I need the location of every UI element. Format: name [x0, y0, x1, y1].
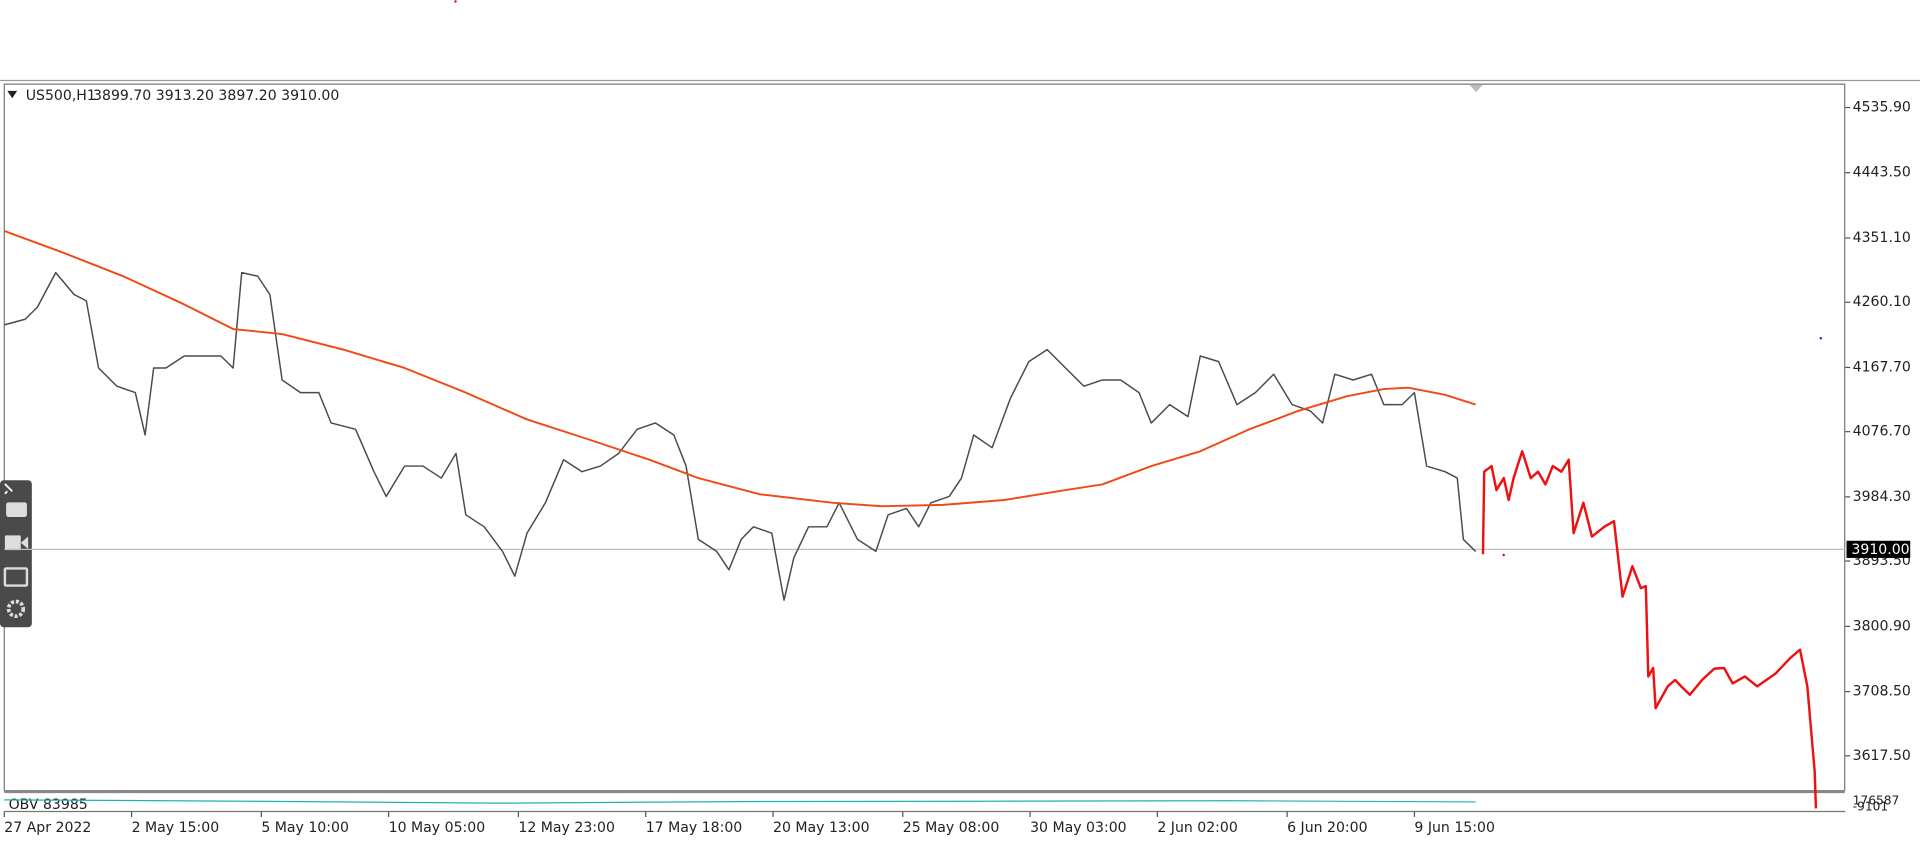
- price-series: [3, 230, 1476, 508]
- toolbar: [0, 480, 32, 628]
- shift-marker: [1469, 84, 1483, 93]
- y-tick-label: 4260.10: [1853, 294, 1911, 310]
- camera-icon[interactable]: [6, 502, 27, 518]
- dropdown-arrow[interactable]: [7, 90, 18, 99]
- y-tick-label: 4167.70: [1853, 359, 1911, 375]
- x-tick-label: 25 May 08:00: [903, 820, 1000, 836]
- panel-divider: [4, 790, 1845, 794]
- y-tick-label: 3708.50: [1853, 684, 1911, 700]
- settings-icon[interactable]: [6, 599, 26, 619]
- y-tick-label: 4351.10: [1853, 230, 1911, 246]
- y-tick-label: 3800.90: [1853, 618, 1911, 634]
- dot: [1819, 337, 1823, 340]
- price-series: [4, 271, 1477, 601]
- obv-tick-label: 176587: [1853, 794, 1900, 808]
- x-tick-label: 20 May 13:00: [773, 820, 870, 836]
- x-tick-label: 9 Jun 15:00: [1414, 820, 1495, 836]
- x-tick-label: 2 May 15:00: [132, 820, 220, 836]
- ohlc: 3899.70 3913.20 3897.20 3910.00: [93, 88, 339, 104]
- price-series: [1481, 450, 1818, 809]
- y-tick-label: 3617.50: [1853, 748, 1911, 764]
- x-tick-label: 12 May 23:00: [518, 820, 615, 836]
- pin-icon[interactable]: [4, 483, 13, 495]
- obv-line: [4, 799, 1476, 804]
- y-tick-label: 3984.30: [1853, 489, 1911, 505]
- x-tick-label: 10 May 05:00: [389, 820, 486, 836]
- obv-tick-label: -9101: [1853, 800, 1889, 814]
- x-tick-label: 30 May 03:00: [1030, 820, 1127, 836]
- x-tick-label: 6 Jun 20:00: [1287, 820, 1368, 836]
- dot: [1502, 553, 1505, 557]
- indicator-label: OBV 83985: [9, 797, 88, 813]
- x-tick-label: 2 Jun 02:00: [1157, 820, 1238, 836]
- video-icon-lens: [20, 536, 29, 549]
- x-tick-label: 5 May 10:00: [261, 820, 349, 836]
- y-tick-label: 4535.90: [1853, 100, 1911, 116]
- y-tick-label: 4443.50: [1853, 165, 1911, 181]
- symbol: US500,H1: [26, 88, 96, 104]
- video-icon[interactable]: [4, 535, 21, 551]
- price-label: 3910.00: [1851, 542, 1909, 558]
- x-tick-label: 17 May 18:00: [646, 820, 743, 836]
- x-tick-label: 27 Apr 2022: [4, 820, 91, 836]
- y-tick-label: 4076.70: [1853, 424, 1911, 440]
- price-label-bg: [1846, 540, 1911, 558]
- gallery-icon[interactable]: [3, 567, 29, 587]
- dot: [454, 0, 457, 3]
